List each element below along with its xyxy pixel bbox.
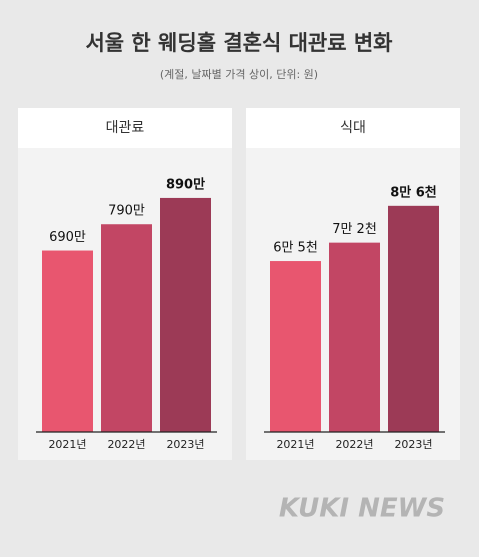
- value-label: 7만 2천: [332, 222, 377, 237]
- value-label: 8만 6천: [390, 184, 437, 200]
- value-label: 890만: [166, 176, 205, 192]
- panel-title: 대관료: [106, 120, 145, 136]
- value-label: 790만: [108, 204, 145, 219]
- panel-header: [18, 108, 232, 148]
- panel-header: [246, 108, 460, 148]
- value-label: 690만: [49, 230, 86, 245]
- x-tick-label: 2022년: [335, 438, 373, 451]
- bar: [329, 242, 380, 432]
- title: 서울 한 웨딩홀 결혼식 대관료 변화: [85, 31, 393, 55]
- x-tick-label: 2023년: [166, 438, 204, 451]
- x-tick-label: 2021년: [276, 438, 314, 451]
- x-tick-label: 2021년: [48, 438, 86, 451]
- bar: [388, 205, 439, 432]
- bar: [42, 250, 93, 432]
- value-label: 6만 5천: [273, 241, 318, 256]
- bar: [270, 261, 321, 432]
- x-tick-label: 2023년: [394, 438, 432, 451]
- panel-title: 식대: [340, 120, 366, 136]
- bar: [160, 197, 211, 432]
- watermark: KUKI NEWS: [279, 494, 445, 524]
- subtitle: (계절, 날짜별 가격 상이, 단위: 원): [160, 68, 318, 81]
- bar: [101, 224, 152, 432]
- x-tick-label: 2022년: [107, 438, 145, 451]
